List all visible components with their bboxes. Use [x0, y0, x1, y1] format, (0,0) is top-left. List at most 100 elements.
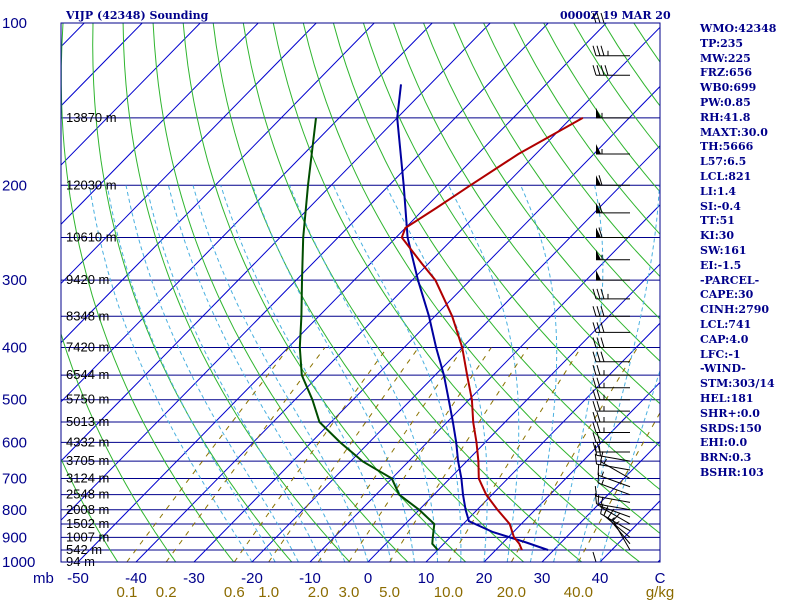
- pressure-tick-label: 200: [2, 177, 27, 194]
- index-value: HEL:181: [700, 391, 754, 405]
- index-value: -WIND-: [700, 362, 746, 376]
- height-label: 1007 m: [66, 529, 109, 544]
- index-value: MW:225: [700, 51, 751, 65]
- mixing-ratio-unit-label: g/kg: [646, 584, 674, 600]
- index-value: EI:-1.5: [700, 258, 742, 272]
- plot-frame: [60, 22, 661, 563]
- isotherm-line: [61, 23, 491, 462]
- wind-barb: [592, 322, 630, 333]
- height-label: 2548 m: [66, 487, 109, 502]
- index-value: CAPE:30: [700, 288, 754, 302]
- isotherm-line: [483, 381, 660, 562]
- chart-title-time: 0000Z 19 MAR 20: [560, 9, 671, 22]
- wind-barb: [594, 486, 631, 503]
- index-value: L57:6.5: [700, 155, 747, 169]
- height-label: 3124 m: [66, 471, 109, 486]
- dry-adiabat-line: [302, 23, 660, 534]
- mixing-ratio-line: [165, 347, 326, 562]
- index-value: EHI:0.0: [700, 436, 748, 450]
- pressure-unit-label: mb: [33, 570, 54, 587]
- moist-adiabat-line: [145, 185, 323, 562]
- index-value: TH:5666: [700, 140, 754, 154]
- temperature-tick-label: -50: [67, 570, 89, 587]
- dry-adiabat-line: [212, 23, 525, 562]
- mixing-ratio-line: [389, 347, 529, 562]
- moist-adiabat-line: [599, 368, 660, 562]
- pressure-tick-label: 700: [2, 471, 27, 488]
- height-label: 542 m: [66, 542, 102, 557]
- moist-adiabat-line: [89, 185, 253, 562]
- temperature-tick-label: -20: [241, 570, 263, 587]
- pressure-tick-label: 900: [2, 529, 27, 546]
- height-label: 10610 m: [66, 230, 117, 245]
- index-value: CINH:2790: [700, 303, 770, 317]
- index-value: LCL:821: [700, 169, 752, 183]
- moist-adiabat-line: [252, 185, 415, 562]
- mixing-ratio-tick-label: 2.0: [308, 584, 329, 600]
- height-label: 8348 m: [66, 308, 109, 323]
- dry-adiabat-line: [152, 23, 409, 562]
- height-label: 9420 m: [66, 272, 109, 287]
- wind-barb: [592, 351, 630, 363]
- index-value: PW:0.85: [700, 95, 751, 109]
- isotherm-line: [193, 85, 660, 562]
- dry-adiabat-line: [61, 332, 177, 562]
- index-value: SHR+:0.0: [700, 406, 760, 420]
- dewpoint-line: [298, 117, 439, 551]
- moist-adiabat-line: [289, 185, 439, 562]
- index-value: LCL:741: [700, 317, 752, 331]
- index-value: RH:41.8: [700, 110, 751, 124]
- index-value: LI:1.4: [700, 184, 737, 198]
- temperature-unit-label: C: [655, 570, 666, 587]
- pressure-tick-label: 400: [2, 340, 27, 357]
- mixing-ratio-tick-label: 3.0: [338, 584, 359, 600]
- mixing-ratio-tick-label: 0.2: [156, 584, 177, 600]
- isotherm-line: [309, 204, 660, 562]
- index-value: FRZ:656: [700, 66, 753, 80]
- wind-barb: [600, 496, 631, 525]
- height-label: 3705 m: [66, 453, 109, 468]
- wind-barb: [596, 270, 630, 281]
- height-label: 5013 m: [66, 414, 109, 429]
- mixing-ratio-line: [126, 347, 290, 562]
- height-label: 12030 m: [66, 177, 117, 192]
- index-value: BRN:0.3: [700, 451, 752, 465]
- index-value: WMO:42348: [700, 22, 777, 35]
- wind-barb: [592, 65, 630, 76]
- mixing-ratio-tick-label: 20.0: [497, 584, 526, 600]
- mixing-ratio-tick-label: 0.6: [224, 584, 245, 600]
- isotherm-line: [425, 322, 660, 562]
- height-label: 1502 m: [66, 516, 109, 531]
- wind-barb: [592, 422, 630, 433]
- moist-adiabat-line: [125, 185, 299, 562]
- mixing-ratio-tick-label: 0.1: [116, 584, 137, 600]
- mixing-ratio-tick-label: 10.0: [434, 584, 463, 600]
- index-value: SW:161: [700, 243, 747, 257]
- wind-barb: [596, 143, 630, 155]
- index-value: -PARCEL-: [700, 273, 760, 287]
- dry-adiabat-line: [272, 23, 641, 562]
- pressure-tick-label: 1000: [2, 554, 35, 571]
- background-grid: [61, 23, 660, 562]
- dry-adiabat-line: [61, 457, 119, 562]
- index-value: TT:51: [700, 214, 735, 228]
- isotherm-line: [541, 440, 660, 562]
- temperature-tick-label: -40: [125, 570, 147, 587]
- index-value: KI:30: [700, 229, 735, 243]
- parcel-trace-line: [396, 84, 549, 551]
- wind-barb: [596, 227, 630, 238]
- moist-adiabat-line: [448, 185, 520, 562]
- moist-adiabat-line: [220, 185, 392, 562]
- indices-panel: WMO:42348 TP:235 MW:225 FRZ:656 WB0:699 PW:0.…: [700, 22, 800, 481]
- mixing-ratio-tick-label: 40.0: [564, 584, 593, 600]
- temperature-tick-label: -10: [299, 570, 321, 587]
- wind-barb: [592, 551, 630, 563]
- moist-adiabat-line: [553, 185, 604, 562]
- isotherm-line: [61, 23, 549, 521]
- moist-adiabat-line: [106, 185, 276, 562]
- dry-adiabat-line: [423, 23, 660, 362]
- wind-barb: [596, 175, 630, 186]
- isotherm-line: [61, 23, 375, 344]
- temperature-tick-label: 10: [418, 570, 435, 587]
